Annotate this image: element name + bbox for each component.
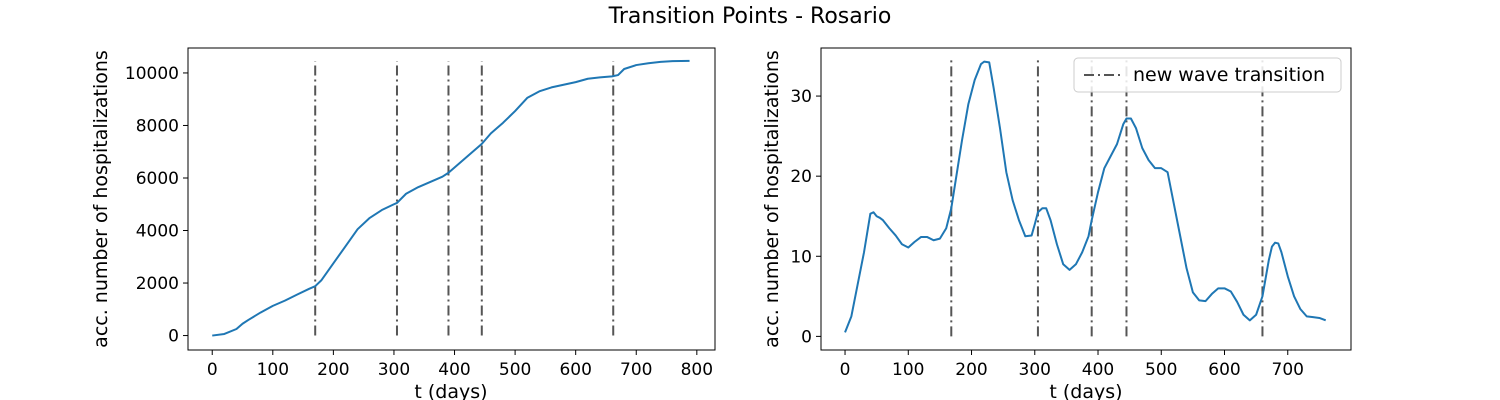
left-y-axis-label: acc. number of hospitalizations: [90, 50, 112, 348]
right-x-tick-label: 500: [1145, 360, 1177, 380]
left-y-tick-label: 8000: [136, 116, 179, 136]
right-y-tick-label: 10: [790, 247, 812, 267]
right-x-tick-label: 0: [840, 360, 851, 380]
left-x-tick-label: 800: [681, 360, 713, 380]
right-y-axis-label: acc. number of hospitalizations: [761, 50, 783, 348]
left-x-tick-label: 200: [317, 360, 349, 380]
left-y-tick-label: 6000: [136, 169, 179, 189]
right-y-tick-label: 20: [790, 167, 812, 187]
left-y-tick-label: 0: [168, 327, 179, 347]
left-x-tick-label: 600: [559, 360, 591, 380]
right-x-tick-label: 700: [1272, 360, 1304, 380]
left-plot-frame: [187, 47, 716, 351]
legend: new wave transition: [1073, 57, 1342, 93]
right-x-axis-label: t (days): [1049, 381, 1122, 400]
left-x-tick-label: 300: [378, 360, 410, 380]
right-x-tick-label: 400: [1082, 360, 1114, 380]
right-y-tick-label: 0: [801, 327, 812, 347]
chart-left: 0 100 200 300 400 500 600 700 800020004000600080…: [90, 47, 716, 400]
left-x-axis-label: t (days): [414, 381, 487, 400]
left-x-tick-label: 400: [438, 360, 470, 380]
figure-title: Transition Points - Rosario: [608, 4, 892, 29]
right-plot-frame: [820, 47, 1352, 351]
right-x-tick-label: 100: [892, 360, 924, 380]
right-x-tick-label: 300: [1019, 360, 1051, 380]
legend-box: [1073, 57, 1342, 93]
left-y-tick-label: 10000: [125, 64, 179, 84]
right-series-line: [844, 60, 1327, 333]
right-x-tick-label: 200: [955, 360, 987, 380]
left-y-tick-label: 2000: [136, 274, 179, 294]
legend-label: new wave transition: [1133, 64, 1325, 86]
right-plot-content: 0 100 200 300 400 500 600 700 0 10 20 30: [790, 47, 1352, 380]
left-plot-content: 0 100 200 300 400 500 600 700 800020004000600080…: [125, 47, 716, 380]
left-x-tick-label: 0: [207, 360, 218, 380]
right-x-tick-label: 600: [1208, 360, 1240, 380]
right-y-tick-label: 30: [790, 87, 812, 107]
chart-right: 0 100 200 300 400 500 600 700 0 10 20 30 t (days) a…: [761, 47, 1352, 400]
left-series-line: [212, 59, 690, 337]
left-x-tick-label: 500: [499, 360, 531, 380]
left-x-tick-label: 700: [620, 360, 652, 380]
left-x-tick-label: 100: [257, 360, 289, 380]
left-y-tick-label: 4000: [136, 222, 179, 242]
